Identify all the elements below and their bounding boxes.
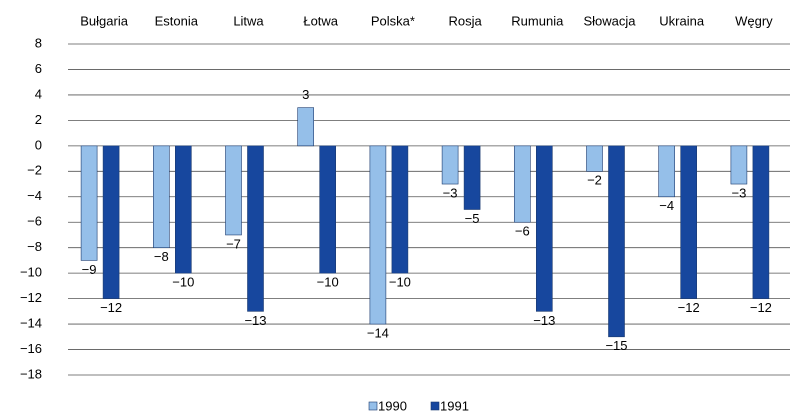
data-label: −14 xyxy=(367,326,389,341)
x-tick-label: Rosja xyxy=(448,13,482,28)
bar xyxy=(586,145,603,172)
x-tick-label: Ukraina xyxy=(659,13,705,28)
y-tick-label: −12 xyxy=(20,290,42,305)
legend-swatch xyxy=(430,401,440,411)
bar xyxy=(225,145,242,236)
bar xyxy=(513,145,531,223)
y-tick-label: −2 xyxy=(27,163,42,178)
y-tick-label: −14 xyxy=(20,316,42,331)
x-tick-label: Słowacja xyxy=(583,13,636,28)
bar xyxy=(752,145,770,299)
data-label: −12 xyxy=(678,300,700,315)
bar xyxy=(319,145,337,274)
data-label: −15 xyxy=(605,338,627,353)
bar xyxy=(441,145,459,185)
x-tick-label: Estonia xyxy=(155,13,199,28)
y-tick-label: 2 xyxy=(35,112,42,127)
data-label: 3 xyxy=(302,87,309,102)
bar xyxy=(658,145,676,198)
bar xyxy=(175,145,192,274)
data-label: −9 xyxy=(82,262,97,277)
x-tick-label: Bułgaria xyxy=(80,13,128,28)
data-label: −5 xyxy=(465,211,480,226)
data-label: −3 xyxy=(731,185,746,200)
data-label: −12 xyxy=(750,300,772,315)
bar xyxy=(247,145,264,312)
y-tick-label: −4 xyxy=(27,188,42,203)
legend-label: 1991 xyxy=(440,398,469,413)
y-tick-label: −6 xyxy=(27,214,42,229)
bar xyxy=(369,145,387,325)
data-label: −13 xyxy=(533,313,555,328)
data-label: −10 xyxy=(172,275,194,290)
bar xyxy=(297,107,315,147)
y-tick-label: 6 xyxy=(35,61,42,76)
legend-swatch xyxy=(368,401,378,411)
bar xyxy=(535,145,553,312)
y-tick-label: −18 xyxy=(20,366,42,381)
y-tick-label: 8 xyxy=(35,35,42,50)
x-tick-label: Rumunia xyxy=(511,13,564,28)
bar xyxy=(153,145,170,248)
y-tick-label: −16 xyxy=(20,341,42,356)
bar xyxy=(608,145,625,338)
y-tick-label: 4 xyxy=(35,86,42,101)
data-label: −10 xyxy=(317,275,339,290)
data-label: −4 xyxy=(659,198,674,213)
data-label: −3 xyxy=(443,185,458,200)
legend-label: 1990 xyxy=(378,398,407,413)
y-tick-label: −10 xyxy=(20,265,42,280)
bar xyxy=(80,145,98,261)
data-label: −6 xyxy=(515,224,530,239)
y-tick-label: −8 xyxy=(27,239,42,254)
x-tick-label: Łotwa xyxy=(303,13,338,28)
data-label: −13 xyxy=(244,313,266,328)
x-tick-label: Polska* xyxy=(371,13,415,28)
data-label: −10 xyxy=(389,275,411,290)
bar xyxy=(730,145,748,185)
bar xyxy=(463,145,481,210)
data-label: −2 xyxy=(587,173,602,188)
bar xyxy=(391,145,409,274)
data-label: −7 xyxy=(226,236,241,251)
bar xyxy=(680,145,698,299)
x-tick-label: Litwa xyxy=(233,13,264,28)
bar xyxy=(102,145,120,299)
data-label: −12 xyxy=(100,300,122,315)
x-tick-label: Węgry xyxy=(735,13,773,28)
y-tick-label: 0 xyxy=(35,137,42,152)
data-label: −8 xyxy=(154,249,169,264)
